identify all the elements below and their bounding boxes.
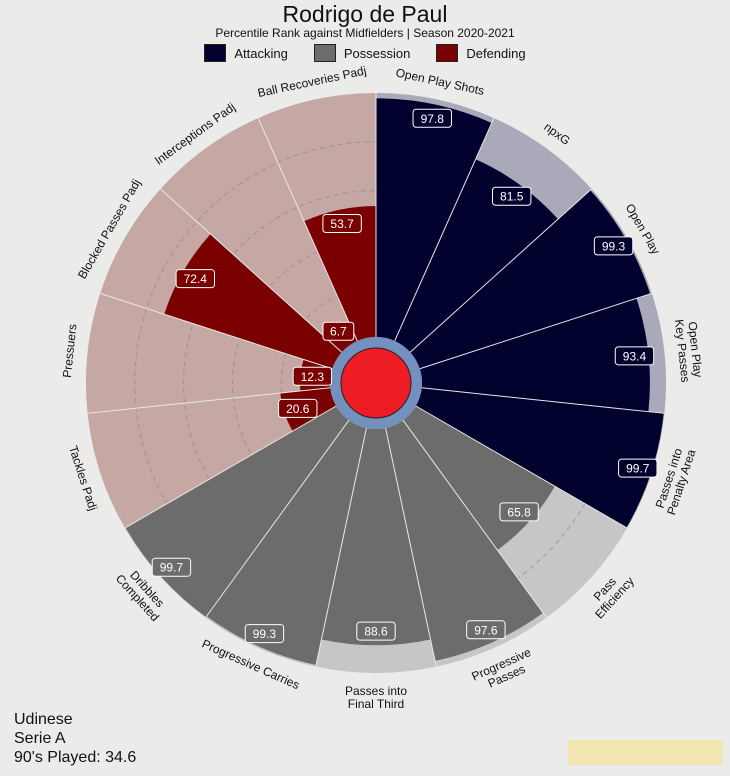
bar-0: [376, 98, 492, 341]
spoke: [124, 405, 337, 529]
spoke: [205, 419, 350, 618]
value-label-11: 12.3: [301, 370, 325, 384]
chart-subtitle: Percentile Rank against Midfielders | Se…: [215, 26, 515, 40]
bg-sector: [160, 118, 358, 353]
chart-title: Rodrigo de Paul: [282, 1, 448, 27]
value-label-bg: [466, 620, 506, 640]
spoke: [419, 292, 652, 370]
bar-4: [415, 387, 664, 528]
center-core: [340, 347, 412, 419]
corner-box: [568, 740, 723, 765]
value-label-13: 6.7: [330, 325, 347, 339]
bar-12: [164, 234, 342, 369]
value-label-bg: [499, 502, 539, 522]
bar-1: [394, 159, 558, 353]
legend-label: Defending: [466, 45, 526, 61]
value-label-1: 81.5: [500, 190, 524, 204]
value-label-3: 93.4: [623, 349, 647, 363]
value-label-5: 65.8: [507, 505, 531, 519]
legend-item-attacking: Attacking: [204, 44, 288, 62]
value-label-2: 99.3: [602, 239, 626, 253]
spoke: [257, 117, 358, 342]
spoke: [160, 188, 343, 353]
value-label-8: 99.3: [253, 627, 277, 641]
bar-14: [303, 205, 376, 341]
spoke: [315, 427, 367, 667]
bar-2: [410, 190, 651, 369]
value-label-bg: [278, 398, 318, 418]
value-label-bg: [614, 346, 655, 366]
metric-label-line: Key Passes: [672, 319, 693, 383]
value-label-bg: [618, 458, 658, 478]
player-info: Udinese Serie A 90's Played: 34.6: [14, 710, 136, 767]
legend-swatch: [313, 44, 336, 62]
metric-label-0: Open Play Shots: [395, 66, 486, 98]
value-label-14: 53.7: [330, 217, 354, 231]
legend-label: Attacking: [234, 45, 288, 61]
value-label-7: 88.6: [364, 625, 388, 639]
spoke: [100, 292, 333, 370]
legend-label: Possession: [343, 45, 411, 61]
bg-sector: [87, 387, 337, 528]
league-name: Serie A: [14, 730, 66, 747]
value-label-0: 97.8: [421, 112, 445, 126]
value-label-bg: [412, 108, 452, 128]
spoke: [394, 117, 495, 342]
team-name: Udinese: [14, 711, 73, 728]
spoke: [402, 419, 547, 618]
spoke: [87, 387, 331, 414]
bar-6: [385, 420, 544, 661]
value-label-bg: [244, 624, 285, 644]
value-label-bg: [175, 269, 215, 289]
value-label-6: 97.6: [474, 623, 498, 637]
value-label-bg: [292, 366, 333, 386]
value-label-9: 99.7: [160, 561, 184, 575]
metric-label-line: Final Third: [348, 697, 404, 711]
bar-3: [419, 298, 650, 412]
legend-item-defending: Defending: [436, 44, 526, 62]
spoke: [409, 188, 592, 353]
value-label-bg: [151, 557, 192, 577]
spoke: [385, 427, 437, 667]
metric-label-line: Open Play Shots: [395, 66, 486, 98]
legend: Attacking Possession Defending: [0, 44, 730, 62]
value-label-12: 72.4: [184, 272, 208, 286]
legend-swatch: [436, 44, 459, 62]
metric-label-line: Open Play: [685, 321, 705, 378]
value-label-bg: [322, 321, 355, 341]
value-label-bg: [491, 186, 532, 206]
spoke: [421, 387, 665, 414]
metric-label-line: Passes into: [345, 684, 407, 698]
metric-label-line: Pressuers: [60, 323, 80, 378]
bar-7: [321, 427, 431, 646]
bar-8: [206, 420, 367, 665]
metric-label-line: npxG: [541, 120, 572, 148]
value-label-bg: [322, 214, 362, 234]
legend-swatch: [204, 44, 227, 62]
value-label-bg: [593, 236, 634, 256]
value-label-4: 99.7: [626, 462, 650, 476]
spoke: [415, 405, 628, 529]
minutes-played: 90's Played: 34.6: [14, 749, 137, 766]
legend-item-possession: Possession: [313, 44, 411, 62]
value-label-bg: [356, 621, 396, 641]
bg-sector: [86, 293, 333, 414]
metric-label-1: npxG: [541, 120, 572, 148]
value-label-10: 20.6: [286, 402, 310, 416]
metric-label-11: Pressuers: [60, 323, 80, 378]
